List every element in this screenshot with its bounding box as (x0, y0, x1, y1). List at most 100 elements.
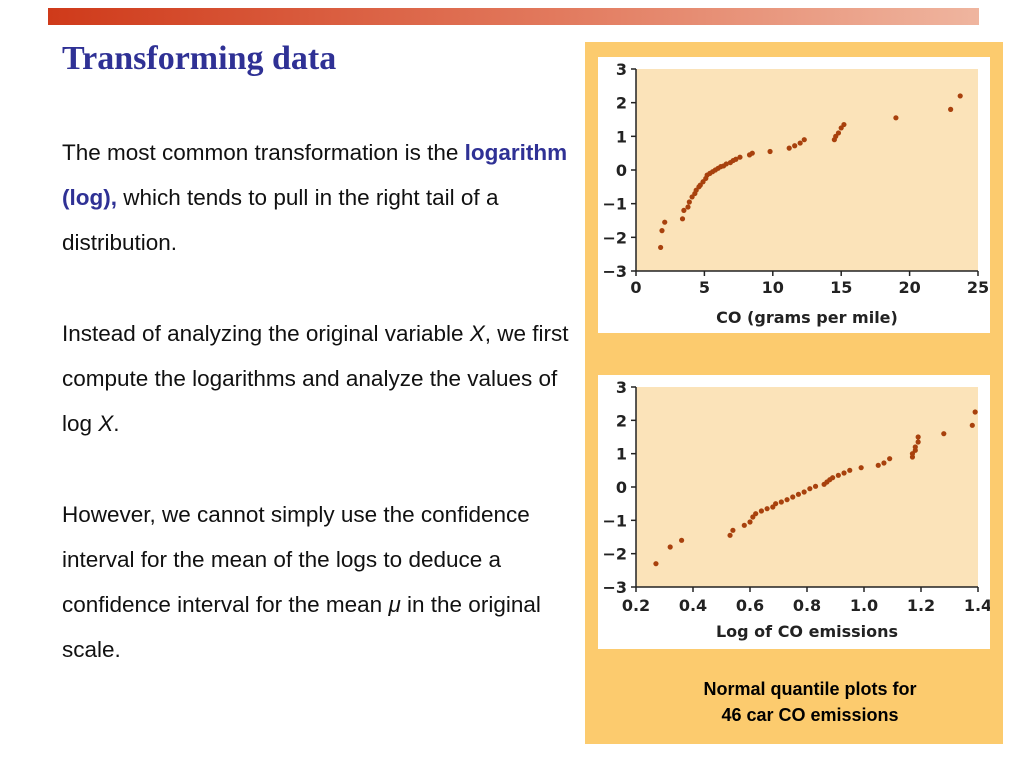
co-plot-data-point (801, 137, 807, 143)
log-co-plot-y-tick-label: 1 (616, 445, 627, 464)
log-co-plot-x-tick-label: 0.8 (793, 596, 821, 615)
variable-x: X (469, 321, 485, 346)
quantile-plot-log-co: 3 2 1 0 −1 −2 −3 0.2 0.4 0.6 0.8 1.0 1.2 1.4 Log of CO… (598, 375, 990, 649)
paragraph-analyze-log: Instead of analyzing the original variab… (62, 311, 577, 446)
co-plot-y-tick-label: 0 (616, 161, 627, 180)
log-co-plot-data-point (841, 470, 847, 476)
co-plot-data-point (792, 143, 798, 149)
log-co-plot-data-point (915, 434, 921, 440)
log-co-plot-data-point (679, 537, 685, 543)
co-plot-x-tick-label: 20 (898, 278, 920, 297)
para3-text-1: However, we cannot simply use the confid… (62, 502, 530, 617)
caption-line-2: 46 car CO emissions (721, 705, 899, 725)
log-co-plot-data-point (807, 486, 813, 492)
co-plot-y-tick-label: 2 (616, 94, 627, 113)
log-co-plot-x-tick-label: 0.6 (736, 596, 764, 615)
co-plot-data-point (841, 121, 847, 128)
log-co-plot-data-point (730, 527, 736, 533)
log-co-plot-x-tick-label: 1.4 (964, 596, 990, 615)
log-co-plot-data-point (915, 439, 921, 445)
co-plot-y-tick-label: −3 (602, 262, 627, 281)
log-co-plot-data-point (912, 444, 918, 450)
log-co-plot-data-point (764, 506, 770, 512)
log-co-plot-data-point (835, 472, 841, 478)
log-co-plot-data-point (773, 501, 779, 507)
log-co-plot-data-point (887, 456, 893, 462)
quantile-plot-log-co-svg: 3 2 1 0 −1 −2 −30.2 0.4 0.6 0.8 1.0 1.2 1.4 Log of CO… (602, 378, 990, 641)
variable-x-log: X (98, 411, 114, 436)
co-plot-data-point (723, 161, 729, 167)
co-plot-data-point (658, 244, 664, 251)
log-co-plot-y-tick-label: −3 (602, 578, 627, 597)
log-co-plot-x-axis-label: Log of CO emissions (716, 622, 898, 641)
log-co-plot-x-tick-label: 0.4 (679, 596, 707, 615)
log-co-plot-data-point (778, 499, 784, 505)
log-co-plot-data-point (667, 544, 673, 550)
log-co-plot-x-tick-label: 0.2 (622, 596, 650, 615)
log-co-plot-data-point (753, 511, 759, 517)
co-plot-data-point (948, 106, 954, 112)
figure-caption: Normal quantile plots for 46 car CO emis… (640, 676, 980, 728)
co-plot-data-point (797, 140, 803, 146)
decorative-top-bar (48, 8, 979, 25)
para2-text-3: . (113, 411, 120, 436)
log-co-plot-data-point (795, 491, 802, 497)
co-plot-data-point (679, 216, 686, 222)
log-co-plot-data-point (653, 561, 659, 567)
log-co-plot-data-point (858, 465, 864, 471)
co-plot-data-point (681, 207, 687, 213)
log-co-plot-y-tick-label: −1 (602, 511, 627, 530)
co-plot-data-point (835, 130, 842, 136)
log-co-plot-data-point (801, 489, 807, 495)
slide-title: Transforming data (62, 40, 337, 77)
log-co-plot-data-point (972, 409, 978, 415)
co-plot-y-tick-label: 1 (616, 127, 627, 146)
log-co-plot-data-point (830, 475, 836, 481)
log-co-plot-x-tick-label: 1.2 (907, 596, 935, 615)
co-plot-x-tick-label: 0 (630, 278, 641, 297)
para3-text-2: in the original scale. (62, 592, 541, 662)
paragraph-log-transformation: The most common transformation is the lo… (62, 130, 577, 265)
co-plot-x-tick-label: 5 (699, 278, 710, 297)
log-co-plot-x-tick-label: 1.0 (850, 596, 878, 615)
co-plot-data-point (686, 199, 692, 205)
slide-body: The most common transformation is the lo… (62, 130, 577, 718)
log-co-plot-data-point (741, 522, 747, 528)
paragraph-confidence-interval: However, we cannot simply use the confid… (62, 492, 577, 672)
co-plot-y-tick-label: −1 (602, 195, 627, 214)
co-plot-data-point (659, 228, 665, 234)
log-co-plot-y-tick-label: 0 (616, 478, 627, 497)
log-co-plot-data-point (941, 431, 947, 437)
log-co-plot-data-point (881, 460, 887, 466)
log-co-plot-y-tick-label: 2 (616, 411, 627, 430)
log-co-plot-y-tick-label: 3 (616, 378, 627, 397)
log-co-plot-data-point (784, 497, 790, 503)
quantile-plot-co: 3 2 1 0 −1 −2 −3 0 5 10 15 20 25 CO (grams per mile) (598, 57, 990, 333)
para1-text-before: The most common transformation is the (62, 140, 465, 165)
co-plot-y-tick-label: 3 (616, 60, 627, 79)
co-plot-data-point (957, 93, 963, 99)
co-plot-x-tick-label: 25 (967, 278, 989, 297)
log-co-plot-data-point (875, 462, 881, 468)
co-plot-data-point (893, 115, 899, 121)
co-plot-y-tick-label: −2 (602, 228, 627, 247)
co-plot-data-point (749, 150, 755, 156)
log-co-plot-data-point (790, 494, 796, 500)
co-plot-x-axis-label: CO (grams per mile) (716, 308, 898, 327)
co-plot-background (636, 69, 978, 271)
para2-text-2: , we first compute the logarithms and an… (62, 321, 569, 436)
co-plot-x-tick-label: 10 (762, 278, 784, 297)
log-co-plot-y-tick-label: −2 (602, 545, 627, 564)
log-co-plot-data-point (847, 467, 853, 473)
co-plot-data-point (685, 204, 691, 210)
symbol-mu: μ (388, 592, 401, 617)
co-plot-data-point (662, 219, 668, 225)
co-plot-data-point (786, 145, 792, 151)
co-plot-data-point (737, 154, 743, 160)
log-co-plot-data-point (969, 422, 975, 428)
log-co-plot-data-point (758, 508, 764, 514)
keyword-logarithm: logarithm (log), (62, 140, 568, 210)
log-co-plot-background (636, 387, 978, 587)
log-co-plot-data-point (747, 519, 753, 525)
